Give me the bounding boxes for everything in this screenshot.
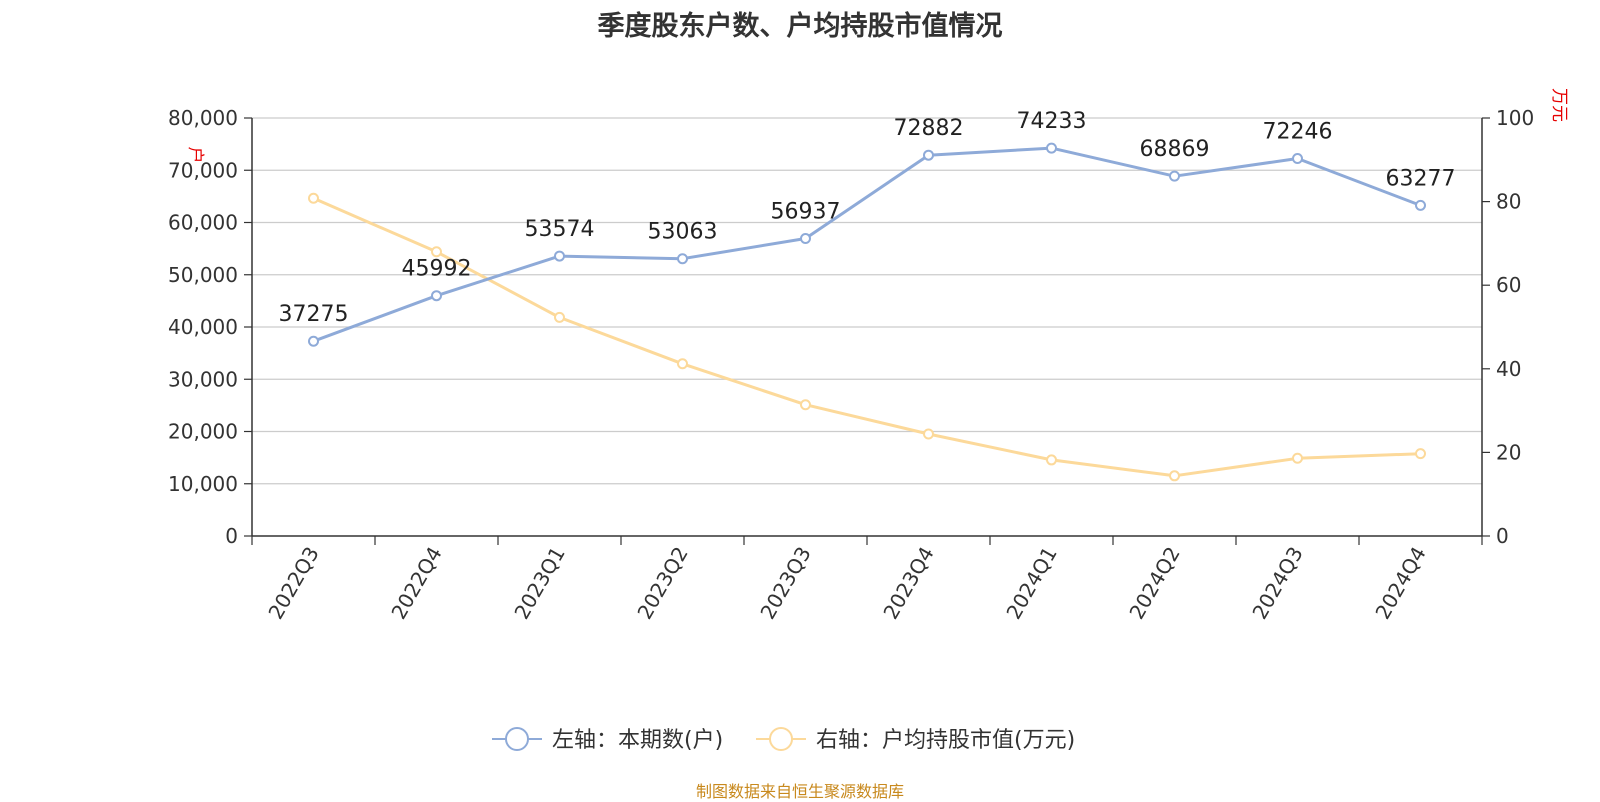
- right-axis-tick-label: 60: [1496, 273, 1521, 297]
- left-axis-tick-label: 50,000: [168, 263, 238, 287]
- data-point-left: [554, 250, 565, 262]
- left-axis-tick-label: 10,000: [168, 472, 238, 496]
- right-axis-unit: 万元: [1549, 88, 1569, 122]
- data-point-left: [431, 290, 442, 302]
- data-point-right: [1169, 470, 1180, 482]
- chart-title: 季度股东户数、户均持股市值情况: [597, 11, 1003, 42]
- data-label: 53063: [648, 220, 718, 245]
- legend-circle-icon: [769, 727, 793, 751]
- data-point-left: [800, 233, 811, 245]
- left-axis-tick-label: 20,000: [168, 420, 238, 444]
- right-axis-tick-label: 0: [1496, 524, 1509, 548]
- source-note: 制图数据来自恒生聚源数据库: [695, 782, 904, 801]
- data-point-right: [308, 192, 319, 204]
- x-axis-tick-label: 2022Q3: [263, 543, 323, 624]
- x-axis-ticks: 2022Q3 2022Q4 2023Q1 2023Q2 2023Q3 2023Q4 2024…: [251, 536, 1483, 624]
- data-point-left: [1415, 199, 1426, 211]
- data-label: 53574: [525, 217, 595, 242]
- data-label: 72246: [1263, 120, 1333, 145]
- right-axis-ticks: 0 20 40 60 80 100: [1482, 106, 1534, 548]
- data-label: 72882: [894, 116, 964, 141]
- data-label: 68869: [1140, 137, 1210, 162]
- right-axis-tick-label: 80: [1496, 190, 1521, 214]
- data-label: 56937: [771, 200, 841, 225]
- right-axis-tick-label: 20: [1496, 440, 1521, 464]
- data-point-right: [1046, 454, 1057, 466]
- data-point-right: [431, 246, 442, 258]
- data-label: 63277: [1386, 166, 1456, 191]
- x-axis-tick-label: 2024Q3: [1247, 543, 1307, 624]
- data-label: 37275: [279, 302, 349, 327]
- left-axis-unit: 户: [185, 147, 205, 164]
- legend-label-right-series: 右轴：户均持股市值(万元): [816, 728, 1075, 753]
- data-point-right: [554, 311, 565, 323]
- left-axis-tick-label: 70,000: [168, 158, 238, 182]
- x-axis-tick-label: 2024Q4: [1370, 543, 1430, 624]
- right-axis-tick-label: 40: [1496, 357, 1521, 381]
- series-layer: [308, 142, 1426, 482]
- data-label: 74233: [1017, 109, 1087, 134]
- left-axis-tick-label: 0: [225, 524, 238, 548]
- legend-item-right-series[interactable]: 右轴：户均持股市值(万元): [756, 727, 1075, 753]
- legend[interactable]: 左轴：本期数(户) 右轴：户均持股市值(万元): [492, 727, 1075, 753]
- x-axis-tick-label: 2023Q4: [878, 543, 938, 624]
- data-point-left: [308, 335, 319, 347]
- left-axis-tick-label: 60,000: [168, 211, 238, 235]
- series-line-left: [312, 146, 1422, 343]
- data-point-left: [923, 149, 934, 161]
- x-axis-tick-label: 2022Q4: [386, 543, 446, 624]
- data-point-right: [677, 358, 688, 370]
- x-axis-tick-label: 2024Q2: [1124, 543, 1184, 624]
- x-axis-tick-label: 2023Q1: [509, 543, 569, 624]
- data-label: 45992: [402, 257, 472, 282]
- data-point-left: [1169, 170, 1180, 182]
- data-point-right: [800, 399, 811, 411]
- data-point-left: [1292, 153, 1303, 165]
- series-line-right: [312, 196, 1421, 478]
- data-point-right: [923, 428, 934, 440]
- data-point-right: [1415, 448, 1426, 460]
- data-labels: 37275 45992 53574 53063 56937 72882 74233 68869…: [279, 109, 1456, 327]
- left-axis-tick-label: 30,000: [168, 367, 238, 391]
- right-axis-tick-label: 100: [1496, 106, 1534, 130]
- legend-item-left-series[interactable]: 左轴：本期数(户): [492, 727, 723, 753]
- x-axis-tick-label: 2024Q1: [1001, 543, 1061, 624]
- left-axis-tick-label: 80,000: [168, 106, 238, 130]
- legend-circle-icon: [505, 727, 529, 751]
- left-axis-ticks: 0 10,000 20,000 30,000 40,000 50,000 60,000 70,…: [168, 106, 252, 548]
- data-point-left: [1046, 142, 1057, 154]
- legend-label-left-series: 左轴：本期数(户): [552, 728, 723, 753]
- left-axis-tick-label: 40,000: [168, 315, 238, 339]
- x-axis-tick-label: 2023Q2: [632, 543, 692, 624]
- grid-lines: [252, 117, 1482, 485]
- data-point-right: [1292, 452, 1303, 464]
- data-point-left: [677, 253, 688, 265]
- x-axis-tick-label: 2023Q3: [755, 543, 815, 624]
